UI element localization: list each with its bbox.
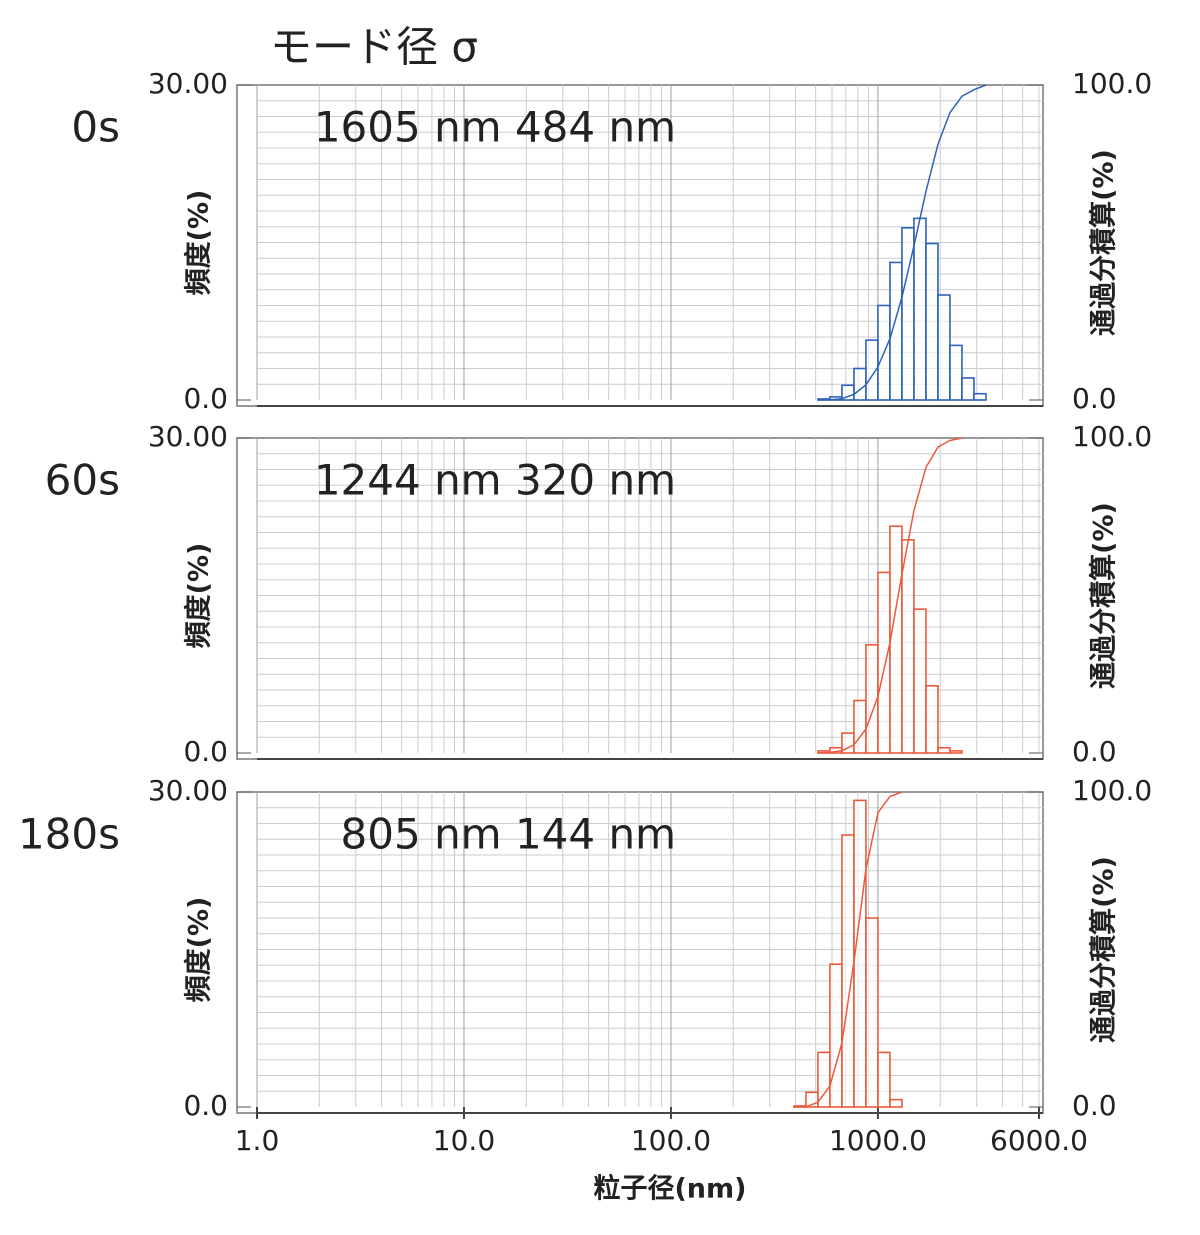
- bar: [913, 608, 927, 754]
- y2-tick-label: 0.0: [1072, 735, 1117, 768]
- bar: [961, 377, 975, 401]
- bar: [889, 525, 903, 754]
- y-tick-label: 30.00: [148, 67, 228, 100]
- bar: [829, 963, 843, 1108]
- bar: [889, 1098, 903, 1108]
- y2-axis-title: 通過分積算(%): [1088, 149, 1120, 336]
- bar: [877, 571, 891, 754]
- row-label: 180s: [18, 810, 120, 859]
- header: モード径 σ: [270, 23, 478, 72]
- bar: [877, 1051, 891, 1108]
- cumulative-line: [817, 437, 963, 754]
- bar: [901, 539, 915, 754]
- y2-tick-label: 100.0: [1072, 420, 1152, 453]
- y-tick-label: 0.0: [183, 382, 228, 415]
- cumulative-line: [793, 791, 903, 1108]
- bar: [937, 294, 951, 401]
- bar: [853, 367, 867, 401]
- y2-tick-label: 0.0: [1072, 1089, 1117, 1122]
- x-tick-label: 10.0: [433, 1124, 495, 1157]
- y-axis-title: 頻度(%): [183, 543, 215, 649]
- y2-axis-title: 通過分積算(%): [1088, 856, 1120, 1043]
- y-axis-title: 頻度(%): [183, 897, 215, 1003]
- bar: [853, 799, 867, 1108]
- bar: [973, 392, 987, 401]
- row-label: 60s: [45, 456, 120, 505]
- y-tick-label: 0.0: [183, 735, 228, 768]
- y-axis-title: 頻度(%): [183, 190, 215, 296]
- bar: [925, 242, 939, 401]
- annotation: 1244 nm 320 nm: [314, 456, 676, 505]
- x-tick-label: 1.0: [235, 1124, 280, 1157]
- bar: [853, 699, 867, 754]
- annotation: 1605 nm 484 nm: [314, 103, 676, 152]
- bar: [937, 746, 951, 754]
- y2-axis-title: 通過分積算(%): [1088, 502, 1120, 689]
- x-tick-label: 6000.0: [990, 1124, 1088, 1157]
- annotation: 805 nm 144 nm: [341, 810, 676, 859]
- bar: [949, 344, 963, 401]
- row-label: 0s: [71, 103, 120, 152]
- bar: [913, 217, 927, 401]
- y2-tick-label: 100.0: [1072, 774, 1152, 807]
- bar: [865, 644, 879, 754]
- cumulative-line: [817, 84, 987, 401]
- y-tick-label: 30.00: [148, 774, 228, 807]
- y-tick-label: 30.00: [148, 420, 228, 453]
- y2-tick-label: 0.0: [1072, 382, 1117, 415]
- bar: [865, 917, 879, 1108]
- x-axis-title: 粒子径(nm): [593, 1174, 746, 1205]
- x-tick-label: 1000.0: [829, 1124, 927, 1157]
- y-tick-label: 0.0: [183, 1089, 228, 1122]
- x-tick-label: 100.0: [631, 1124, 711, 1157]
- bar: [949, 750, 963, 754]
- y2-tick-label: 100.0: [1072, 67, 1152, 100]
- bar: [925, 684, 939, 754]
